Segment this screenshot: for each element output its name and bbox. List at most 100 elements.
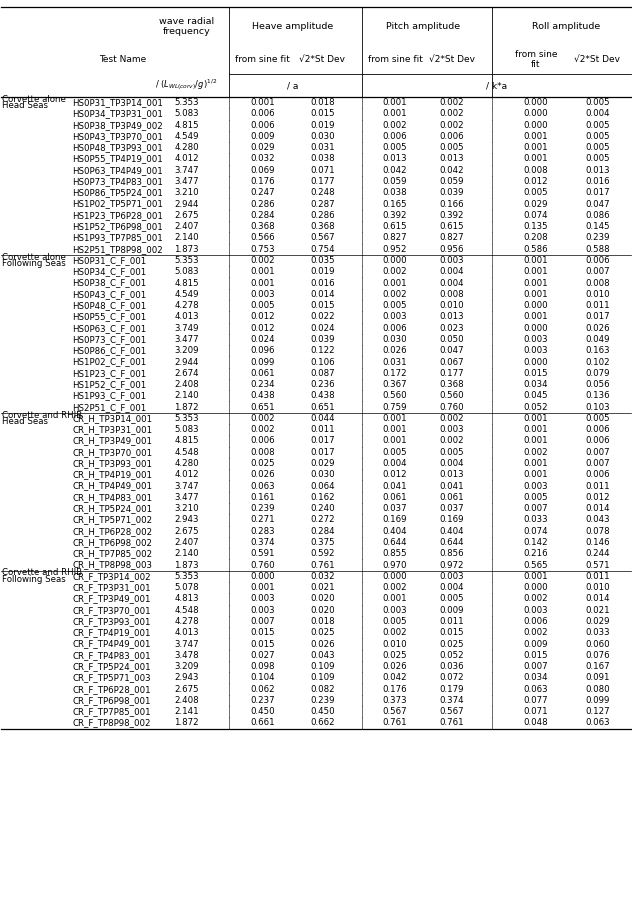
Text: 0.002: 0.002: [383, 267, 407, 276]
Text: 3.210: 3.210: [174, 188, 198, 198]
Text: 0.136: 0.136: [585, 391, 609, 400]
Text: 0.039: 0.039: [440, 188, 464, 198]
Text: 0.952: 0.952: [383, 245, 407, 254]
Text: 0.015: 0.015: [310, 110, 334, 119]
Text: 0.047: 0.047: [440, 346, 464, 355]
Text: 0.006: 0.006: [251, 437, 275, 446]
Text: 0.236: 0.236: [310, 381, 334, 389]
Text: 0.050: 0.050: [440, 335, 464, 344]
Text: CR_H_TP6P28_002: CR_H_TP6P28_002: [72, 526, 152, 535]
Text: 0.560: 0.560: [383, 391, 407, 400]
Text: 0.006: 0.006: [251, 110, 275, 119]
Text: 0.004: 0.004: [440, 267, 464, 276]
Text: 0.760: 0.760: [251, 561, 275, 570]
Text: 0.005: 0.005: [383, 143, 407, 152]
Text: 0.071: 0.071: [310, 166, 334, 175]
Text: 0.011: 0.011: [585, 301, 609, 310]
Text: 0.072: 0.072: [440, 673, 464, 682]
Text: 0.754: 0.754: [310, 245, 334, 254]
Text: 0.044: 0.044: [310, 414, 334, 423]
Text: wave radial
frequency: wave radial frequency: [159, 16, 214, 36]
Text: 0.099: 0.099: [251, 358, 275, 367]
Text: 0.000: 0.000: [383, 256, 407, 265]
Text: 0.165: 0.165: [383, 199, 407, 208]
Text: 0.109: 0.109: [310, 673, 334, 682]
Text: 0.013: 0.013: [585, 166, 609, 175]
Text: 0.167: 0.167: [585, 662, 609, 671]
Text: 0.106: 0.106: [310, 358, 334, 367]
Text: 0.069: 0.069: [251, 166, 275, 175]
Text: 0.284: 0.284: [310, 526, 334, 535]
Text: 0.145: 0.145: [585, 222, 609, 231]
Text: 0.000: 0.000: [524, 301, 548, 310]
Text: 0.135: 0.135: [524, 222, 548, 231]
Text: / a: / a: [287, 82, 298, 90]
Text: CR_H_TP3P93_001: CR_H_TP3P93_001: [72, 459, 152, 468]
Text: 0.047: 0.047: [585, 199, 609, 208]
Text: 0.074: 0.074: [524, 526, 548, 535]
Text: √2*St Dev: √2*St Dev: [574, 55, 620, 64]
Text: 2.675: 2.675: [174, 526, 198, 535]
Text: CR_H_TP3P70_001: CR_H_TP3P70_001: [72, 448, 152, 457]
Text: 0.271: 0.271: [251, 516, 275, 525]
Text: 0.033: 0.033: [585, 628, 609, 637]
Text: 0.077: 0.077: [524, 696, 548, 705]
Text: 0.565: 0.565: [524, 561, 548, 570]
Text: 0.404: 0.404: [440, 526, 464, 535]
Text: 0.006: 0.006: [383, 323, 407, 333]
Text: 0.586: 0.586: [524, 245, 548, 254]
Text: CR_F_TP3P49_001: CR_F_TP3P49_001: [72, 594, 150, 603]
Text: 0.027: 0.027: [251, 651, 275, 660]
Text: 0.855: 0.855: [383, 549, 407, 558]
Text: 0.000: 0.000: [251, 572, 275, 581]
Text: 0.761: 0.761: [383, 718, 407, 728]
Text: 5.083: 5.083: [174, 425, 198, 434]
Text: 0.031: 0.031: [383, 358, 407, 367]
Text: 0.286: 0.286: [310, 211, 334, 220]
Text: 0.000: 0.000: [524, 120, 548, 130]
Text: 0.003: 0.003: [440, 572, 464, 581]
Text: 0.566: 0.566: [251, 234, 275, 243]
Text: Pitch amplitude: Pitch amplitude: [386, 22, 461, 31]
Text: 3.477: 3.477: [174, 493, 198, 502]
Text: 0.239: 0.239: [585, 234, 609, 243]
Text: 0.002: 0.002: [383, 290, 407, 299]
Text: 0.012: 0.012: [383, 470, 407, 479]
Text: 0.283: 0.283: [251, 526, 275, 535]
Text: 0.001: 0.001: [524, 132, 548, 141]
Text: 0.368: 0.368: [440, 381, 464, 389]
Text: 0.286: 0.286: [251, 199, 275, 208]
Text: 0.373: 0.373: [383, 696, 407, 705]
Text: 0.080: 0.080: [585, 685, 609, 694]
Text: CR_F_TP7P85_001: CR_F_TP7P85_001: [72, 708, 150, 716]
Text: 0.615: 0.615: [440, 222, 464, 231]
Text: 4.548: 4.548: [174, 606, 198, 614]
Text: 0.014: 0.014: [310, 290, 334, 299]
Text: 0.015: 0.015: [251, 628, 275, 637]
Text: 0.041: 0.041: [383, 482, 407, 490]
Text: 0.013: 0.013: [383, 155, 407, 163]
Text: 0.005: 0.005: [383, 617, 407, 626]
Text: 2.140: 2.140: [174, 234, 198, 243]
Text: 1.873: 1.873: [174, 561, 198, 570]
Text: 0.001: 0.001: [524, 143, 548, 152]
Text: 0.438: 0.438: [310, 391, 334, 400]
Text: Following Seas: Following Seas: [2, 575, 66, 584]
Text: 0.039: 0.039: [310, 335, 334, 344]
Text: 0.239: 0.239: [310, 696, 334, 705]
Text: 0.013: 0.013: [440, 313, 464, 322]
Text: 0.003: 0.003: [383, 313, 407, 322]
Text: CR_F_TP3P14_002: CR_F_TP3P14_002: [72, 572, 150, 581]
Text: 0.004: 0.004: [585, 110, 609, 119]
Text: 0.001: 0.001: [251, 583, 275, 593]
Text: HS0P55_TP4P19_001: HS0P55_TP4P19_001: [72, 155, 163, 163]
Text: CR_F_TP4P19_001: CR_F_TP4P19_001: [72, 628, 150, 637]
Text: 0.392: 0.392: [440, 211, 464, 220]
Text: 0.009: 0.009: [251, 132, 275, 141]
Text: 0.177: 0.177: [440, 369, 464, 378]
Text: 0.005: 0.005: [585, 98, 609, 107]
Text: 2.140: 2.140: [174, 391, 198, 400]
Text: HS0P73_TP4P83_001: HS0P73_TP4P83_001: [72, 177, 163, 186]
Text: 0.450: 0.450: [310, 708, 334, 716]
Text: 0.067: 0.067: [440, 358, 464, 367]
